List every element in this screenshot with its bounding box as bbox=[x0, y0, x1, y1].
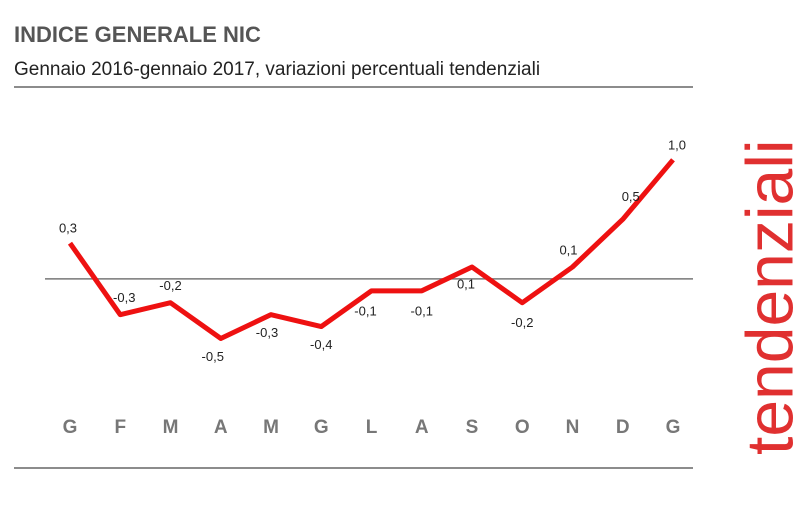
x-tick-label: G bbox=[314, 417, 329, 438]
x-tick-label: M bbox=[163, 417, 179, 438]
x-tick-label: G bbox=[666, 417, 681, 438]
x-tick-label: N bbox=[566, 417, 580, 438]
value-label: 1,0 bbox=[668, 137, 686, 152]
x-tick-label: F bbox=[114, 417, 126, 438]
side-label: tendenziali bbox=[732, 139, 800, 455]
x-tick-label: S bbox=[466, 417, 479, 438]
value-label: -0,1 bbox=[411, 303, 433, 318]
x-tick-label: L bbox=[366, 417, 378, 438]
x-tick-label: O bbox=[515, 417, 530, 438]
chart-subtitle: Gennaio 2016-gennaio 2017, variazioni pe… bbox=[14, 59, 540, 80]
data-line bbox=[67, 158, 675, 341]
x-tick-label: A bbox=[214, 417, 228, 438]
value-label: -0,5 bbox=[202, 349, 224, 364]
x-tick-label: M bbox=[263, 417, 279, 438]
value-label: -0,1 bbox=[354, 303, 376, 318]
x-tick-label: A bbox=[415, 417, 429, 438]
value-label: 0,1 bbox=[559, 242, 577, 257]
value-label: -0,3 bbox=[113, 290, 135, 305]
x-tick-label: G bbox=[63, 417, 78, 438]
value-label: -0,2 bbox=[159, 278, 181, 293]
value-label: -0,4 bbox=[310, 337, 332, 352]
value-label: 0,1 bbox=[457, 276, 475, 291]
value-label: 0,3 bbox=[59, 221, 77, 236]
x-tick-label: D bbox=[616, 417, 630, 438]
value-label: 0,5 bbox=[622, 189, 640, 204]
value-label: -0,3 bbox=[256, 325, 278, 340]
chart-title: INDICE GENERALE NIC bbox=[14, 22, 261, 47]
value-label: -0,2 bbox=[511, 315, 533, 330]
